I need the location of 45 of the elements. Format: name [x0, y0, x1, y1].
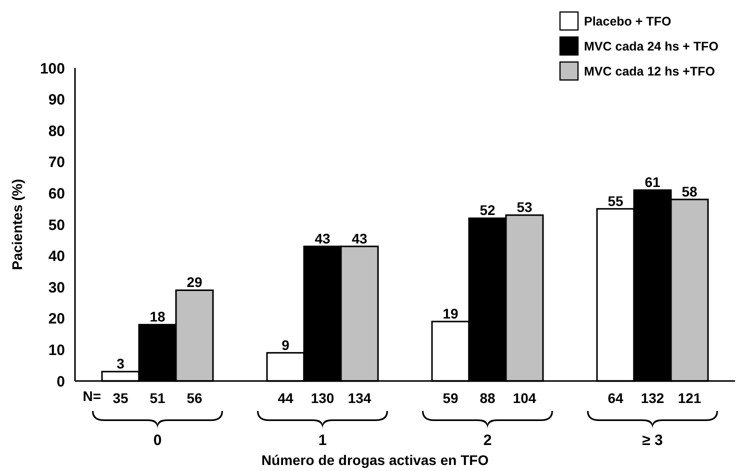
data-label: 9 [282, 336, 290, 353]
legend-label: MVC cada 24 hs + TFO [584, 39, 719, 54]
y-tick-label: 50 [48, 216, 65, 234]
x-tick-label: 0 [153, 432, 162, 449]
y-tick-label: 90 [48, 92, 65, 109]
legend-label: MVC cada 12 hs +TFO [584, 64, 716, 78]
y-tick-label: 70 [48, 154, 65, 172]
y-tick-label: 30 [48, 279, 65, 296]
text: 134 [348, 390, 372, 406]
y-tick-label: 0 [56, 373, 65, 390]
text: 121 [678, 390, 702, 406]
data-label: 19 [442, 306, 458, 322]
text: 51 [150, 390, 166, 406]
data-label: 55 [608, 192, 624, 209]
y-tick-label: 80 [48, 122, 65, 140]
text: 44 [278, 390, 294, 406]
data-label: 43 [314, 230, 330, 246]
text: 59 [442, 390, 458, 406]
y-tick-label: 40 [48, 248, 65, 266]
y-tick-label: 60 [48, 185, 65, 202]
legend-label: Placebo + TFO [584, 14, 672, 28]
y-tick-label: 100 [40, 60, 65, 78]
data-label: 29 [186, 274, 202, 290]
x-tick-label: ≥ 3 [642, 432, 663, 449]
y-axis-title: Pacientes (%) [9, 178, 25, 270]
x-axis-title: Número de drogas activas en TFO [261, 452, 489, 468]
text: 130 [310, 390, 334, 406]
text: 35 [112, 390, 128, 406]
data-label: 53 [516, 199, 532, 216]
text: 56 [186, 390, 202, 406]
text: N= [82, 388, 101, 404]
data-label: 18 [150, 308, 166, 325]
text: 132 [640, 390, 664, 406]
x-tick-label: 1 [318, 432, 327, 449]
data-label: 3 [116, 356, 125, 372]
text: 64 [608, 390, 624, 406]
text: 104 [512, 390, 536, 406]
data-label: 58 [682, 183, 698, 200]
data-label: 61 [644, 174, 660, 190]
data-label: 43 [352, 230, 368, 246]
data-label: 52 [480, 202, 496, 218]
x-tick-label: 2 [483, 432, 492, 449]
y-tick-label: 20 [48, 310, 65, 328]
y-tick-label: 10 [48, 342, 65, 359]
text: 88 [480, 390, 496, 406]
